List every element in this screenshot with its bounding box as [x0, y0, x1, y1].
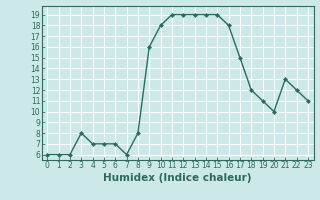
X-axis label: Humidex (Indice chaleur): Humidex (Indice chaleur) [103, 173, 252, 183]
